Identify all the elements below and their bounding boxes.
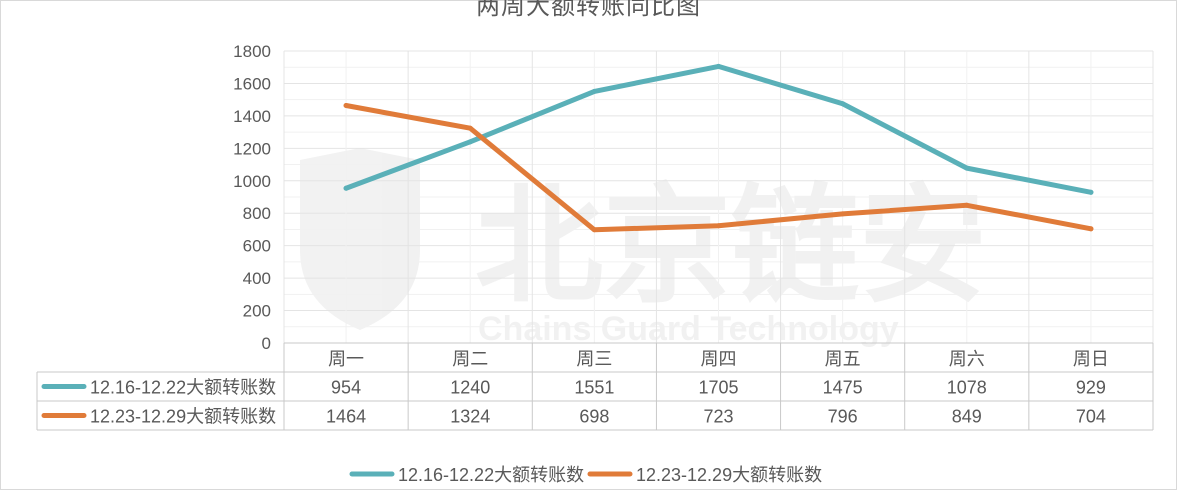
- y-tick-label: 1400: [233, 107, 271, 126]
- table-value: 1078: [947, 378, 987, 398]
- data-point: [1088, 226, 1094, 232]
- y-tick-label: 800: [243, 204, 271, 223]
- y-tick-label: 200: [243, 302, 271, 321]
- y-tick-label: 400: [243, 269, 271, 288]
- data-point: [964, 165, 970, 171]
- data-point: [840, 211, 846, 217]
- data-point: [840, 101, 846, 107]
- y-tick-label: 1600: [233, 74, 271, 93]
- data-point: [716, 63, 721, 69]
- data-point: [343, 103, 349, 109]
- table-series-label: 12.16-12.22大额转账数: [90, 378, 276, 398]
- table-value: 796: [828, 407, 858, 427]
- table-value: 954: [331, 378, 361, 398]
- data-point: [591, 88, 597, 94]
- table-value: 929: [1076, 378, 1106, 398]
- table-value: 1551: [574, 378, 614, 398]
- category-label: 周二: [452, 349, 488, 369]
- table-value: 849: [952, 407, 982, 427]
- chart-title: 两周大额转账同比图: [476, 0, 701, 20]
- category-label: 周一: [328, 349, 364, 369]
- y-tick-label: 1800: [233, 42, 271, 61]
- y-tick-label: 1200: [233, 139, 271, 158]
- watermark: 北京链安 Chains Guard Technology: [300, 148, 987, 348]
- data-point: [467, 125, 473, 131]
- table-value: 704: [1076, 407, 1106, 427]
- data-point: [1088, 189, 1094, 195]
- y-tick-label: 600: [243, 237, 271, 256]
- data-table: 周一 周二 周三 周四 周五 周六 周日 12.16-12.22大额转账数 954 1240 155…: [36, 342, 1154, 431]
- table-value: 698: [579, 407, 609, 427]
- watermark-en: Chains Guard Technology: [478, 310, 899, 348]
- table-value: 1324: [450, 407, 490, 427]
- category-label: 周日: [1073, 349, 1109, 369]
- category-label: 周三: [576, 349, 612, 369]
- series-lines: [343, 63, 1094, 233]
- data-point: [343, 185, 349, 191]
- table-series-label: 12.23-12.29大额转账数: [90, 407, 276, 427]
- data-point: [467, 139, 473, 145]
- table-value: 723: [703, 407, 733, 427]
- y-tick-label: 0: [262, 334, 271, 353]
- legend: 12.16-12.22大额转账数 12.23-12.29大额转账数: [349, 465, 822, 485]
- data-point: [964, 202, 970, 208]
- legend-label: 12.16-12.22大额转账数: [398, 465, 584, 485]
- category-label: 周四: [701, 349, 737, 369]
- y-tick-label: 1000: [233, 172, 271, 191]
- y-axis: 0 200 400 600 800 1000 1200 1400 1600 1800: [233, 42, 271, 353]
- category-label: 周六: [949, 349, 985, 369]
- category-label: 周五: [825, 349, 861, 369]
- data-point: [716, 223, 721, 229]
- table-value: 1475: [823, 378, 863, 398]
- grid-lines: [283, 50, 1154, 344]
- legend-label: 12.23-12.29大额转账数: [636, 465, 822, 485]
- data-point: [591, 227, 597, 233]
- table-value: 1705: [698, 378, 738, 398]
- table-value: 1464: [326, 407, 366, 427]
- watermark-shield-icon: [300, 148, 420, 330]
- table-value: 1240: [450, 378, 490, 398]
